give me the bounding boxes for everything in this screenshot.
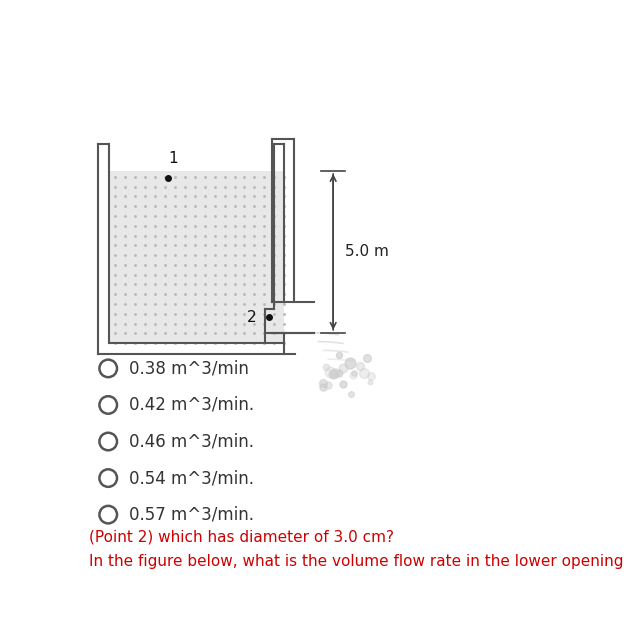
Text: 1: 1 — [168, 151, 177, 166]
Text: 5.0 m: 5.0 m — [345, 244, 389, 259]
Text: (Point 2) which has diameter of 3.0 cm?: (Point 2) which has diameter of 3.0 cm? — [88, 529, 394, 544]
Bar — [109, 171, 284, 343]
Text: In the figure below, what is the volume flow rate in the lower opening: In the figure below, what is the volume … — [88, 554, 623, 568]
Text: 0.54 m^3/min.: 0.54 m^3/min. — [129, 469, 254, 487]
Text: 2: 2 — [247, 310, 256, 325]
Text: 0.38 m^3/min: 0.38 m^3/min — [129, 360, 249, 377]
Text: 0.42 m^3/min.: 0.42 m^3/min. — [129, 396, 254, 414]
Text: 0.57 m^3/min.: 0.57 m^3/min. — [129, 506, 254, 523]
Text: 0.46 m^3/min.: 0.46 m^3/min. — [129, 432, 254, 451]
